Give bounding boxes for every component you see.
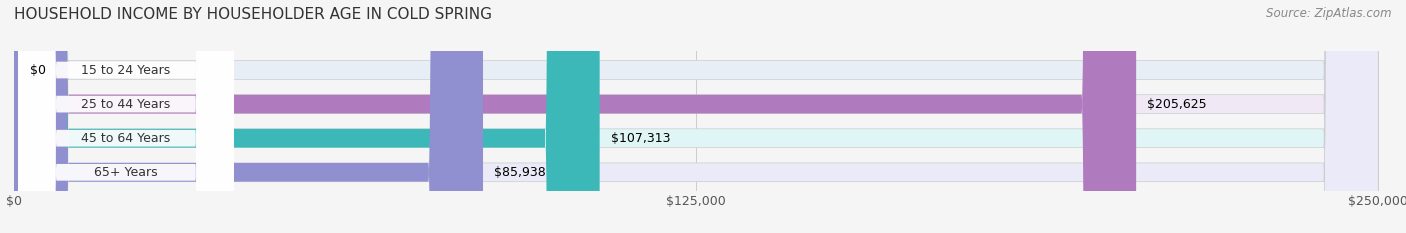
FancyBboxPatch shape [14,0,484,233]
Text: Source: ZipAtlas.com: Source: ZipAtlas.com [1267,7,1392,20]
Text: 45 to 64 Years: 45 to 64 Years [82,132,170,145]
FancyBboxPatch shape [14,0,1136,233]
Text: 65+ Years: 65+ Years [94,166,157,179]
FancyBboxPatch shape [18,0,233,233]
FancyBboxPatch shape [18,0,233,233]
FancyBboxPatch shape [14,0,1378,233]
FancyBboxPatch shape [14,0,1378,233]
Text: $107,313: $107,313 [610,132,671,145]
FancyBboxPatch shape [14,0,1378,233]
FancyBboxPatch shape [14,0,600,233]
Text: $0: $0 [31,64,46,76]
FancyBboxPatch shape [14,0,1378,233]
Text: 15 to 24 Years: 15 to 24 Years [82,64,170,76]
Text: 25 to 44 Years: 25 to 44 Years [82,98,170,111]
Text: HOUSEHOLD INCOME BY HOUSEHOLDER AGE IN COLD SPRING: HOUSEHOLD INCOME BY HOUSEHOLDER AGE IN C… [14,7,492,22]
FancyBboxPatch shape [18,0,233,233]
Text: $85,938: $85,938 [494,166,546,179]
FancyBboxPatch shape [18,0,233,233]
Text: $205,625: $205,625 [1147,98,1206,111]
